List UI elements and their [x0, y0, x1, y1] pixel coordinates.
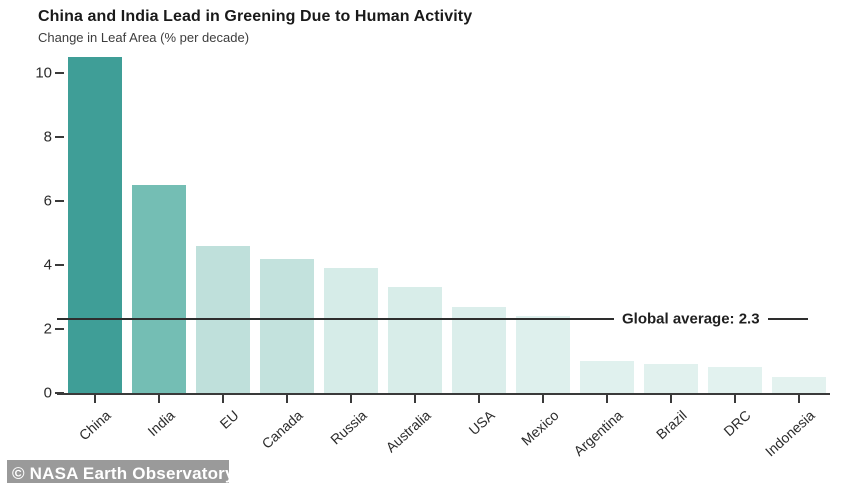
bar-mexico [516, 316, 570, 393]
y-axis-tick-mark [55, 328, 64, 330]
x-axis-tick-mark [158, 395, 160, 403]
bar-russia [324, 268, 378, 393]
chart-subtitle: Change in Leaf Area (% per decade) [38, 30, 250, 45]
y-axis-tick-label-6: 6 [43, 192, 52, 210]
x-axis-label-mexico: Mexico [518, 407, 562, 449]
x-axis-label-india: India [144, 407, 178, 440]
y-axis-tick-label-10: 10 [35, 64, 52, 82]
global-average-label: Global average: 2.3 [614, 309, 768, 329]
watermark-text: © NASA Earth Observatory [12, 464, 235, 483]
x-axis-tick-mark [734, 395, 736, 403]
x-axis-tick-mark [798, 395, 800, 403]
x-axis-tick-mark [670, 395, 672, 403]
bar-usa [452, 306, 506, 393]
x-axis-label-eu: EU [216, 407, 242, 432]
y-axis-tick-mark [55, 136, 64, 138]
x-axis-label-usa: USA [465, 407, 498, 439]
bar-drc [708, 367, 762, 393]
bar-india [132, 185, 186, 393]
x-axis-tick-mark [350, 395, 352, 403]
x-axis-tick-mark [478, 395, 480, 403]
x-axis-tick-mark [542, 395, 544, 403]
bar-argentina [580, 361, 634, 393]
y-axis-tick-label-0: 0 [43, 384, 52, 402]
y-axis-tick-label-4: 4 [43, 256, 52, 274]
y-axis-tick-mark [55, 72, 64, 74]
x-axis-tick-mark [286, 395, 288, 403]
chart-title: China and India Lead in Greening Due to … [38, 8, 473, 25]
y-axis-tick-mark [55, 200, 64, 202]
bar-australia [388, 287, 442, 393]
bar-china [68, 57, 122, 393]
x-axis-tick-mark [94, 395, 96, 403]
x-axis-label-canada: Canada [258, 407, 306, 452]
y-axis-tick-label-8: 8 [43, 128, 52, 146]
x-axis-label-brazil: Brazil [652, 407, 690, 443]
x-axis-label-russia: Russia [327, 407, 370, 448]
x-axis-tick-mark [222, 395, 224, 403]
y-axis-tick-label-2: 2 [43, 320, 52, 338]
x-axis-tick-mark [414, 395, 416, 403]
x-axis-label-australia: Australia [382, 407, 434, 456]
bar-indonesia [772, 377, 826, 393]
bar-canada [260, 258, 314, 393]
global-average-line [57, 318, 808, 321]
x-axis-label-indonesia: Indonesia [761, 407, 818, 460]
x-axis-label-china: China [75, 407, 114, 444]
watermark-bar: © NASA Earth Observatory [7, 460, 234, 483]
x-axis-label-drc: DRC [720, 407, 754, 440]
x-axis-tick-mark [606, 395, 608, 403]
x-axis-label-argentina: Argentina [570, 407, 626, 459]
x-axis-line [57, 393, 830, 395]
y-axis-tick-mark [55, 264, 64, 266]
bar-brazil [644, 364, 698, 393]
